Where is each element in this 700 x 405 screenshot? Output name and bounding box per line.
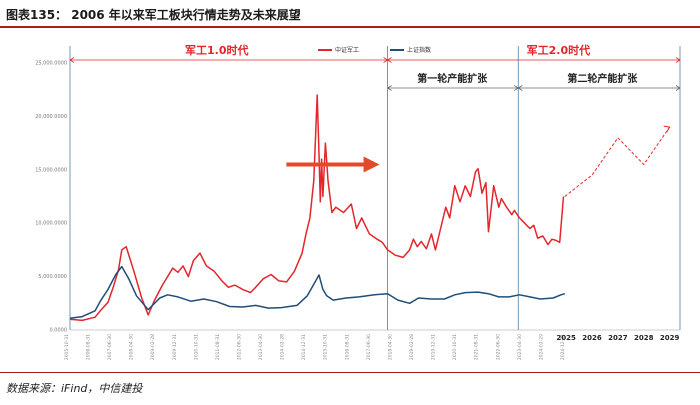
x-tick-label: 2020-10-31 bbox=[452, 334, 458, 360]
x-tick-label: 2006-08-31 bbox=[85, 334, 91, 360]
x-tick-label: 2007-06-30 bbox=[107, 334, 113, 360]
x-tick-label: 2010-10-31 bbox=[193, 334, 199, 360]
x-tick-label: 2009-02-28 bbox=[150, 334, 156, 360]
forecast-line bbox=[564, 126, 671, 197]
x-tick-label: 2014-02-28 bbox=[280, 334, 286, 360]
x-tick-label: 2012-06-30 bbox=[236, 334, 242, 360]
era-label: 军工2.0时代 bbox=[527, 43, 591, 57]
x-tick-label: 2015-10-31 bbox=[323, 334, 329, 360]
title-rule bbox=[0, 26, 700, 28]
y-tick-label: 5,000.0000 bbox=[38, 274, 67, 280]
forecast-year-label: 2025 bbox=[556, 334, 576, 342]
chart-title: 图表135： 2006 年以来军工板块行情走势及未来展望 bbox=[6, 8, 301, 22]
era-bracket-arrow bbox=[386, 57, 392, 63]
forecast-arrowhead bbox=[663, 125, 671, 133]
x-tick-label: 2017-06-30 bbox=[366, 334, 372, 360]
x-tick-label: 2013-04-30 bbox=[258, 334, 264, 360]
y-tick-label: 25,000.0000 bbox=[35, 61, 67, 67]
x-tick-label: 2022-06-30 bbox=[495, 334, 501, 360]
y-tick-label: 10,000.0000 bbox=[35, 221, 67, 227]
era-label: 军工1.0时代 bbox=[185, 43, 249, 57]
y-tick-label: 0.0000 bbox=[50, 328, 68, 334]
era-bracket-arrow bbox=[386, 85, 392, 91]
era-bracket-arrow bbox=[675, 85, 681, 91]
x-tick-label: 2011-08-31 bbox=[215, 334, 221, 360]
x-tick-label: 2024-12-31 bbox=[560, 334, 566, 360]
era-bracket-arrow bbox=[675, 57, 681, 63]
legend-label: 中证军工 bbox=[335, 46, 359, 54]
source-note: 数据来源：iFind，中信建投 bbox=[6, 382, 143, 395]
y-tick-label: 15,000.0000 bbox=[35, 167, 67, 173]
forecast-year-label: 2029 bbox=[660, 334, 680, 342]
forecast-year-label: 2026 bbox=[582, 334, 602, 342]
x-tick-label: 2018-04-30 bbox=[387, 334, 393, 360]
era-label: 第一轮产能扩张 bbox=[417, 72, 488, 85]
series-line bbox=[69, 94, 565, 322]
footer-rule bbox=[0, 372, 700, 373]
era-bracket-arrow bbox=[517, 85, 523, 91]
era-label: 第二轮产能扩张 bbox=[567, 72, 638, 85]
y-tick-label: 20,000.0000 bbox=[35, 114, 67, 120]
series-line bbox=[69, 265, 566, 320]
x-tick-label: 2021-08-31 bbox=[474, 334, 480, 360]
x-tick-label: 2019-02-28 bbox=[409, 334, 415, 360]
x-tick-label: 2019-12-31 bbox=[431, 334, 437, 360]
trend-arrow-head bbox=[363, 156, 380, 173]
legend-label: 上证指数 bbox=[407, 46, 431, 54]
x-tick-label: 2023-04-30 bbox=[517, 334, 523, 360]
x-tick-label: 2008-04-30 bbox=[129, 334, 135, 360]
forecast-year-label: 2028 bbox=[634, 334, 654, 342]
title-bar: 图表135： 2006 年以来军工板块行情走势及未来展望 bbox=[0, 0, 700, 26]
x-tick-label: 2005-10-31 bbox=[64, 334, 70, 360]
x-tick-label: 2024-02-29 bbox=[538, 334, 544, 360]
forecast-year-label: 2027 bbox=[608, 334, 628, 342]
x-tick-label: 2016-08-31 bbox=[344, 334, 350, 360]
x-tick-label: 2009-12-31 bbox=[172, 334, 178, 360]
chart-svg: 0.0000 5,000.0000 10,000.0000 15,000.0000 20… bbox=[35, 43, 681, 360]
era-bracket-arrow bbox=[69, 57, 75, 63]
x-tick-label: 2014-12-31 bbox=[301, 334, 307, 360]
